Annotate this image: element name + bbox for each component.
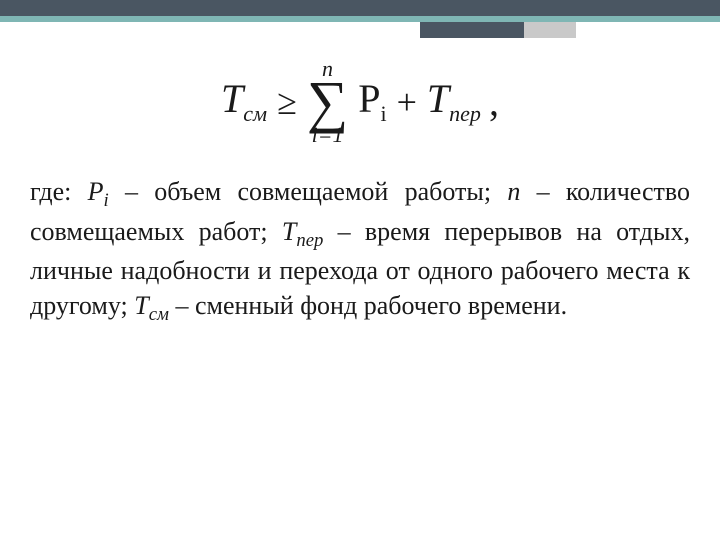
- rhs-var: T: [427, 76, 449, 121]
- header-chip-0: [420, 22, 524, 38]
- summation: n ∑ i=1: [307, 58, 348, 146]
- header-bar-main: [0, 0, 720, 16]
- formula: Tсм ≥ n ∑ i=1 Pi + Tпер ,: [221, 58, 499, 146]
- header-bar-accent: [0, 16, 720, 22]
- legend-dash-1: –: [520, 177, 566, 206]
- formula-block: Tсм ≥ n ∑ i=1 Pi + Tпер ,: [30, 58, 690, 146]
- sum-term-var: P: [358, 76, 380, 121]
- lhs-sub: см: [243, 101, 267, 126]
- legend-sym-2: Tпер: [282, 217, 323, 246]
- sigma-symbol: ∑: [307, 76, 348, 128]
- legend-dash-2: –: [323, 217, 365, 246]
- legend-text-3: сменный фонд рабочего времени.: [195, 291, 567, 320]
- sum-term: Pi: [358, 79, 386, 125]
- legend-paragraph: где: Pi – объем совмещаемой работы; n – …: [30, 174, 690, 327]
- legend-sym-1: n: [507, 177, 520, 206]
- header-chip-1: [524, 22, 576, 38]
- header-decoration: [0, 0, 720, 44]
- slide-content: Tсм ≥ n ∑ i=1 Pi + Tпер , где: Pi – объе…: [30, 52, 690, 354]
- plus-op: +: [397, 84, 417, 120]
- legend-dash-3: –: [169, 291, 195, 320]
- formula-rhs: Tпер: [427, 79, 481, 125]
- lhs-var: T: [221, 76, 243, 121]
- sum-lower: i=1: [312, 124, 344, 146]
- formula-lhs: Tсм: [221, 79, 267, 125]
- formula-comma: ,: [489, 82, 499, 122]
- relation-op: ≥: [277, 84, 297, 120]
- legend-sym-0: Pi: [88, 177, 109, 206]
- legend-dash-0: –: [109, 177, 155, 206]
- legend-text-0: объем совмещаемой работы;: [154, 177, 507, 206]
- legend-sym-3: Tсм: [134, 291, 169, 320]
- legend-lead: где:: [30, 177, 88, 206]
- rhs-sub: пер: [449, 101, 481, 126]
- sum-term-sub: i: [380, 101, 386, 126]
